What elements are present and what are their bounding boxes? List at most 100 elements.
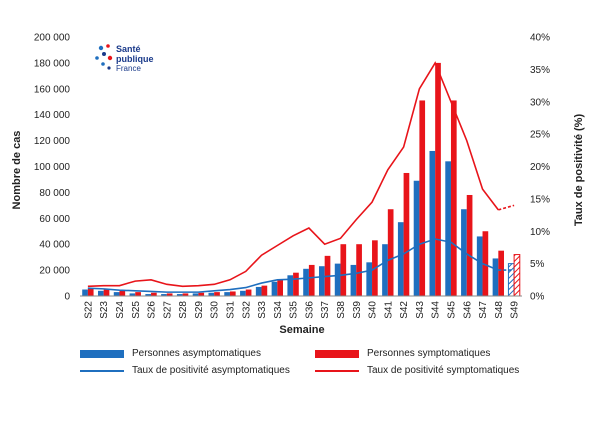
x-tick-label: S31 — [225, 301, 236, 319]
bar-asymptomatic — [318, 266, 325, 296]
bar-symptomatic — [214, 292, 220, 296]
x-tick-label: S22 — [83, 301, 94, 319]
y-tick-label: 180 000 — [34, 58, 71, 69]
bar-asymptomatic — [429, 150, 436, 296]
bar-symptomatic — [356, 244, 362, 296]
line-symptomatic-rate — [87, 61, 499, 288]
logo-dot-icon — [102, 52, 106, 56]
y-tick-label: 160 000 — [34, 84, 71, 95]
x-tick-label: S41 — [383, 301, 394, 319]
bar-symptomatic — [466, 194, 473, 296]
x-tick-label: S39 — [352, 301, 363, 319]
bar-symptomatic — [151, 292, 157, 296]
logo-dot-icon — [98, 45, 104, 51]
y-tick-label: 40 000 — [39, 240, 70, 251]
legend-swatch — [80, 349, 124, 358]
bar-symptomatic — [293, 272, 299, 296]
bar-symptomatic — [261, 285, 268, 296]
line-series — [87, 61, 515, 293]
bar-symptomatic — [229, 291, 236, 296]
x-tick-label: S27 — [162, 301, 173, 319]
bar-asymptomatic — [192, 293, 199, 296]
x-tick-label: S32 — [241, 301, 252, 319]
legend-label: Taux de positivité asymptomatiques — [132, 365, 290, 376]
x-tick-label: S49 — [510, 301, 521, 319]
bar-asymptomatic — [366, 262, 373, 296]
bar-symptomatic — [513, 254, 521, 297]
x-tick-label: S29 — [194, 301, 205, 319]
logo-line2: publique — [116, 54, 154, 64]
logo-line1: Santé — [116, 44, 141, 54]
bar-symptomatic — [182, 293, 189, 296]
x-tick-label: S44 — [431, 301, 442, 319]
bar-symptomatic — [419, 100, 426, 296]
bar-symptomatic — [498, 250, 505, 296]
bar-asymptomatic — [240, 290, 246, 296]
bar-asymptomatic — [303, 268, 309, 296]
y-axis-ticks: 0 20 000 40 000 60 000 80 000 100 000 120 000 1… — [34, 33, 71, 303]
y-tick-label: 20 000 — [39, 266, 70, 277]
legend-item-symp-bars: Personnes symptomatiques — [315, 348, 550, 359]
y2-tick-label: 35% — [530, 65, 550, 76]
bar-asymptomatic — [97, 290, 104, 296]
bar-asymptomatic — [145, 294, 152, 296]
y-tick-label: 100 000 — [34, 162, 71, 173]
logo-line3: France — [116, 64, 141, 73]
bar-symptomatic — [387, 209, 394, 296]
bar-symptomatic — [245, 289, 252, 296]
bar-asymptomatic — [492, 258, 499, 296]
bar-asymptomatic — [507, 263, 515, 297]
logo-dot-icon — [107, 66, 111, 70]
x-tick-label: S46 — [462, 301, 473, 319]
bar-symptomatic — [87, 288, 94, 296]
y2-tick-label: 40% — [530, 33, 550, 44]
bar-symptomatic — [166, 293, 173, 296]
bar-symptomatic — [135, 292, 141, 296]
legend-label: Personnes asymptomatiques — [132, 348, 261, 359]
bar-asymptomatic — [113, 292, 120, 296]
x-tick-label: S26 — [147, 301, 158, 319]
legend-item-asymp-bars: Personnes asymptomatiques — [80, 348, 315, 359]
logo-dot-icon — [107, 55, 113, 61]
y-tick-label: 140 000 — [34, 110, 71, 121]
bar-asymptomatic — [413, 180, 420, 296]
x-tick-label: S36 — [304, 301, 315, 319]
y2-tick-label: 5% — [530, 259, 545, 270]
bar-symptomatic — [482, 231, 489, 296]
logo: Santé publique France — [95, 44, 154, 73]
y2-tick-label: 15% — [530, 194, 550, 205]
x-tick-label: S47 — [478, 301, 489, 319]
x-tick-label: S34 — [273, 301, 284, 319]
line-asymptomatic-rate — [87, 238, 499, 293]
legend-label: Taux de positivité symptomatiques — [367, 365, 520, 376]
x-tick-label: S42 — [399, 301, 410, 319]
bar-symptomatic — [340, 244, 347, 296]
y-tick-label: 120 000 — [34, 136, 71, 147]
bar-symptomatic — [308, 264, 315, 296]
legend-item-symp-line: Taux de positivité symptomatiques — [315, 365, 550, 376]
bar-symptomatic — [403, 172, 410, 296]
bar-symptomatic — [450, 100, 457, 296]
legend: Personnes asymptomatiques Personnes symp… — [80, 345, 550, 379]
logo-dot-icon — [106, 44, 110, 48]
legend-item-asymp-line: Taux de positivité asymptomatiques — [80, 365, 315, 376]
y2-tick-label: 10% — [530, 227, 550, 238]
y-tick-label: 200 000 — [34, 33, 71, 44]
x-tick-label: S45 — [446, 301, 457, 319]
x-tick-label: S25 — [131, 301, 142, 319]
x-tick-label: S40 — [368, 301, 379, 319]
x-tick-label: S48 — [494, 301, 505, 319]
bar-asymptomatic — [397, 222, 404, 296]
bar-asymptomatic — [445, 161, 451, 296]
line-symptomatic-rate-projection — [498, 204, 515, 211]
y-tick-label: 0 — [64, 292, 70, 303]
bar-asymptomatic — [476, 236, 483, 296]
x-tick-label: S33 — [257, 301, 268, 319]
y-axis-title: Nombre de cas — [11, 131, 23, 210]
logo-dot-icon — [101, 62, 105, 66]
bar-asymptomatic — [224, 292, 230, 296]
x-tick-label: S28 — [178, 301, 189, 319]
bar-asymptomatic — [350, 264, 357, 296]
bar-symptomatic — [119, 290, 126, 296]
legend-label: Personnes symptomatiques — [367, 348, 491, 359]
